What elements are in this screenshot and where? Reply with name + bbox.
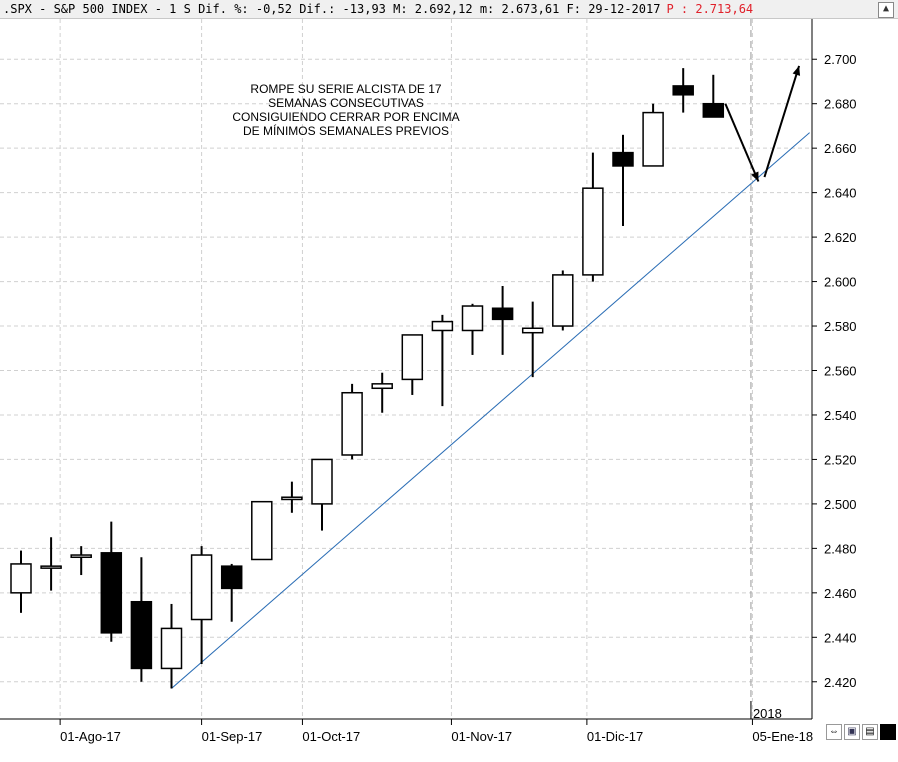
y-tick-label: 2.620 — [824, 230, 857, 245]
x-tick-label: 01-Nov-17 — [451, 729, 512, 744]
y-tick-label: 2.680 — [824, 97, 857, 112]
candle-body — [10, 563, 32, 594]
x-tick-label: 01-Dic-17 — [587, 729, 643, 744]
y-tick-labels: 2.420 2.440 2.460 2.480 2.500 2.520 2.540 2.560… — [812, 52, 857, 690]
chevron-up-icon[interactable]: ▲ — [878, 2, 894, 18]
candle-body — [672, 85, 694, 96]
candle-body — [70, 554, 92, 559]
candle-body — [311, 458, 333, 505]
candle-body — [461, 305, 484, 332]
expand-icon[interactable]: ⇔ — [826, 724, 842, 740]
y-tick-label: 2.540 — [824, 408, 857, 423]
annotation-line-3: CONSIGUIENDO CERRAR POR ENCIMA — [232, 110, 459, 124]
candle-body — [371, 383, 393, 390]
candle-body — [220, 565, 243, 590]
y-tick-label: 2.600 — [824, 275, 857, 290]
y-tick-label: 2.480 — [824, 541, 857, 556]
candle-body — [190, 554, 213, 621]
candle-body — [160, 627, 183, 670]
x-tick-label: 05-Ene-18 — [752, 729, 813, 744]
candle-body — [521, 327, 544, 334]
annotation-line-2: SEMANAS CONSECUTIVAS — [268, 96, 424, 110]
candle-body — [491, 307, 514, 321]
annotation-line-1: ROMPE SU SERIE ALCISTA DE 17 — [250, 82, 442, 96]
y-tick-label: 2.580 — [824, 319, 857, 334]
candle-body — [251, 500, 273, 561]
y-tick-label: 2.520 — [824, 452, 857, 467]
print-icon[interactable]: ▤ — [862, 724, 878, 740]
y-tick-label: 2.560 — [824, 364, 857, 379]
y-tick-label: 2.640 — [824, 186, 857, 201]
arrow-head — [751, 171, 759, 182]
x-tick-label: 01-Ago-17 — [60, 729, 121, 744]
y-tick-label: 2.700 — [824, 52, 857, 67]
candle-body — [431, 320, 454, 332]
candle-body — [130, 600, 153, 670]
candle-body — [401, 334, 424, 381]
save-icon[interactable]: ▣ — [844, 724, 860, 740]
color-square-icon[interactable] — [880, 724, 896, 740]
y-axis-area — [812, 19, 898, 719]
arrow-head — [792, 65, 801, 76]
candle-body — [612, 151, 634, 167]
gridlines — [0, 19, 812, 719]
candle-body — [281, 496, 303, 501]
arrow-shaft — [763, 65, 801, 178]
candlestick-chart: 2.420 2.440 2.460 2.480 2.500 2.520 2.540 2.560… — [0, 19, 898, 762]
x-tick-label: 01-Oct-17 — [302, 729, 360, 744]
candles — [10, 68, 725, 689]
candle-body — [341, 391, 363, 456]
year-marker-label: 2018 — [753, 706, 782, 721]
x-axis-area — [0, 719, 898, 762]
candle-body — [582, 187, 604, 276]
projection-arrows — [724, 65, 801, 182]
chart-toolbar: ⇔ ▣ ▤ — [826, 724, 896, 742]
support-trendline — [171, 132, 810, 689]
candle-body — [642, 111, 664, 167]
candle-body — [552, 274, 574, 327]
annotation-line-4: DE MÍNIMOS SEMANALES PREVIOS — [243, 123, 449, 138]
candle-body — [100, 552, 123, 634]
y-tick-label: 2.460 — [824, 586, 857, 601]
trendline-group — [171, 132, 810, 689]
chart-header: .SPX - S&P 500 INDEX - 1 S Dif. %: -0,52… — [0, 0, 898, 19]
y-tick-label: 2.500 — [824, 497, 857, 512]
annotation-text: ROMPE SU SERIE ALCISTA DE 17 SEMANAS CON… — [232, 82, 459, 138]
candle-body — [702, 102, 725, 118]
header-quote-text: .SPX - S&P 500 INDEX - 1 S Dif. %: -0,52… — [3, 2, 661, 16]
candle-body — [40, 565, 62, 569]
y-tick-label: 2.420 — [824, 675, 857, 690]
arrow-shaft — [724, 103, 760, 182]
x-tick-label: 01-Sep-17 — [202, 729, 263, 744]
y-tick-label: 2.660 — [824, 141, 857, 156]
x-tick-labels: 01-Ago-17 01-Sep-17 01-Oct-17 01-Nov-17 01-D… — [59, 701, 813, 744]
y-tick-label: 2.440 — [824, 630, 857, 645]
header-projected-value: P : 2.713,64 — [666, 2, 754, 16]
